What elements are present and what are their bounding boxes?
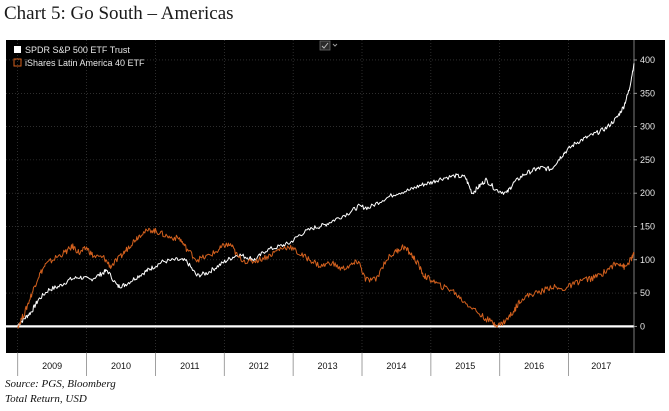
x-axis-band: 2009 2010 2011 2012 2013 2014 2015 2016 2017 — [6, 353, 665, 376]
legend: SPDR S&P 500 ETF Trust iShares Latin Ame… — [13, 45, 145, 68]
legend-label-spy: SPDR S&P 500 ETF Trust — [25, 45, 130, 55]
y-tick-label: 50 — [640, 288, 650, 298]
y-tick-label: 150 — [640, 221, 655, 231]
chart-menu-icon[interactable] — [319, 40, 338, 51]
series-line-spy — [17, 63, 635, 326]
y-tick-label: 250 — [640, 155, 655, 165]
chart-area: 0 50 100 150 200 250 300 350 400 2009 2010 2011 201… — [6, 40, 665, 376]
return-note: Total Return, USD — [5, 393, 87, 405]
x-tick-label: 2015 — [455, 361, 475, 371]
legend-swatch-spy — [14, 46, 21, 53]
y-tick-label: 100 — [640, 255, 655, 265]
x-tick-label: 2009 — [42, 361, 62, 371]
x-tick-label: 2012 — [249, 361, 269, 371]
x-tick-label: 2014 — [386, 361, 406, 371]
chart-background — [6, 40, 665, 376]
x-tick-label: 2013 — [318, 361, 338, 371]
series-lines — [17, 63, 635, 329]
y-tick-label: 350 — [640, 88, 655, 98]
chart-title: Chart 5: Go South – Americas — [4, 3, 234, 24]
y-axis-ticks: 0 50 100 150 200 250 300 350 400 — [633, 40, 655, 353]
line-chart: 0 50 100 150 200 250 300 350 400 2009 2010 2011 201… — [6, 40, 665, 376]
x-axis-band-bg — [6, 353, 665, 376]
legend-swatch-ilf — [13, 58, 22, 67]
source-note: Source: PGS, Bloomberg — [5, 378, 116, 390]
y-tick-label: 200 — [640, 188, 655, 198]
y-tick-label: 400 — [640, 55, 655, 65]
x-tick-label: 2017 — [591, 361, 611, 371]
y-tick-label: 0 — [640, 321, 645, 331]
x-tick-label: 2016 — [524, 361, 544, 371]
y-tick-label: 300 — [640, 122, 655, 132]
x-tick-label: 2010 — [111, 361, 131, 371]
x-tick-label: 2011 — [180, 361, 199, 371]
series-line-ilf — [17, 227, 635, 329]
grid-lines — [6, 40, 634, 353]
legend-label-ilf: iShares Latin America 40 ETF — [25, 58, 145, 68]
